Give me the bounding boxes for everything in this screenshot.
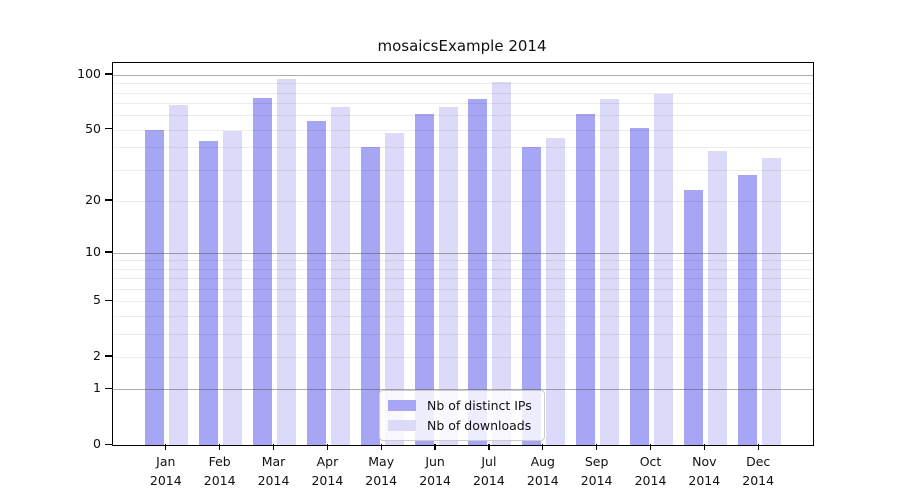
bar-ips-sep <box>576 113 596 445</box>
y-tick-mark <box>105 128 112 130</box>
x-tick-mark <box>542 444 544 450</box>
x-tick-label-may: May 2014 <box>365 454 398 488</box>
y-tick-label: 5 <box>93 292 101 308</box>
bar-ips-jul <box>468 98 488 445</box>
y-tick-mark <box>105 443 112 445</box>
x-tick-label-jul: Jul 2014 <box>472 454 505 488</box>
legend-entry-downloads: Nb of downloads <box>388 418 532 433</box>
bar-ips-apr <box>306 120 326 445</box>
bar-ips-nov <box>683 190 703 445</box>
x-tick-mark <box>326 444 329 450</box>
y-tick-mark <box>105 355 112 357</box>
x-tick-label-jan: Jan 2014 <box>149 454 182 488</box>
bar-ips-mar <box>253 97 272 445</box>
bar-ips-dec <box>737 174 757 445</box>
x-tick-label-apr: Apr 2014 <box>311 454 344 488</box>
bar-downloads-feb <box>223 131 243 445</box>
x-tick-mark <box>165 444 167 450</box>
legend-swatch-downloads <box>388 420 416 431</box>
y-tick-label: 10 <box>85 243 101 259</box>
bar-downloads-jan <box>169 105 189 445</box>
bar-downloads-sep <box>600 98 620 445</box>
bar-downloads-mar <box>277 78 296 445</box>
bar-downloads-apr <box>330 106 350 445</box>
x-tick-label-aug: Aug 2014 <box>526 454 559 488</box>
x-tick-label-jun: Jun 2014 <box>419 454 451 488</box>
legend-label-distinct-ips: Nb of distinct IPs <box>427 398 532 413</box>
bar-downloads-nov <box>707 151 727 445</box>
bar-ips-jun <box>414 113 434 445</box>
x-tick-mark <box>219 444 221 450</box>
x-tick-mark <box>757 444 759 450</box>
y-tick-label: 50 <box>85 120 101 136</box>
legend-swatch-distinct-ips <box>388 400 416 411</box>
x-tick-mark <box>595 444 598 450</box>
bar-downloads-oct <box>654 93 673 445</box>
bar-downloads-may <box>384 132 404 445</box>
bar-downloads-aug <box>546 137 566 445</box>
y-tick-label: 0 <box>93 436 101 451</box>
y-tick-mark <box>105 251 112 253</box>
x-tick-label-dec: Dec 2014 <box>742 454 775 488</box>
x-tick-label-mar: Mar 2014 <box>257 454 290 488</box>
chart-title: mosaicsExample 2014 <box>377 37 547 55</box>
y-tick-mark <box>105 73 112 75</box>
bars-layer <box>113 63 813 445</box>
x-tick-label-oct: Oct 2014 <box>634 454 667 488</box>
legend: Nb of distinct IPs Nb of downloads <box>379 390 545 441</box>
x-tick-label-feb: Feb 2014 <box>203 454 236 488</box>
x-tick-mark <box>380 444 382 450</box>
legend-label-downloads: Nb of downloads <box>427 418 532 433</box>
x-tick-label-nov: Nov 2014 <box>688 454 721 488</box>
y-tick-label: 20 <box>85 191 101 207</box>
legend-entry-distinct-ips: Nb of distinct IPs <box>388 398 532 413</box>
bar-ips-may <box>360 147 380 445</box>
y-tick-label: 2 <box>93 347 101 363</box>
y-tick-label: 1 <box>93 380 101 396</box>
y-tick-mark <box>105 299 112 302</box>
bar-ips-aug <box>522 147 542 445</box>
bar-downloads-jul <box>492 82 512 445</box>
plot-area: Nb of distinct IPs Nb of downloads <box>112 62 814 446</box>
x-tick-mark <box>488 444 490 450</box>
x-tick-label-sep: Sep 2014 <box>580 454 613 488</box>
bar-ips-feb <box>199 141 219 445</box>
x-tick-mark <box>272 444 275 450</box>
x-tick-mark <box>703 444 705 450</box>
x-tick-mark <box>649 444 652 450</box>
bar-ips-jan <box>145 129 165 445</box>
bar-downloads-jun <box>438 106 458 445</box>
y-tick-label: 100 <box>77 65 101 81</box>
bar-ips-oct <box>630 128 649 445</box>
bar-downloads-dec <box>761 157 781 445</box>
x-tick-mark <box>434 444 436 450</box>
y-tick-mark <box>105 387 112 390</box>
y-tick-mark <box>105 199 112 201</box>
